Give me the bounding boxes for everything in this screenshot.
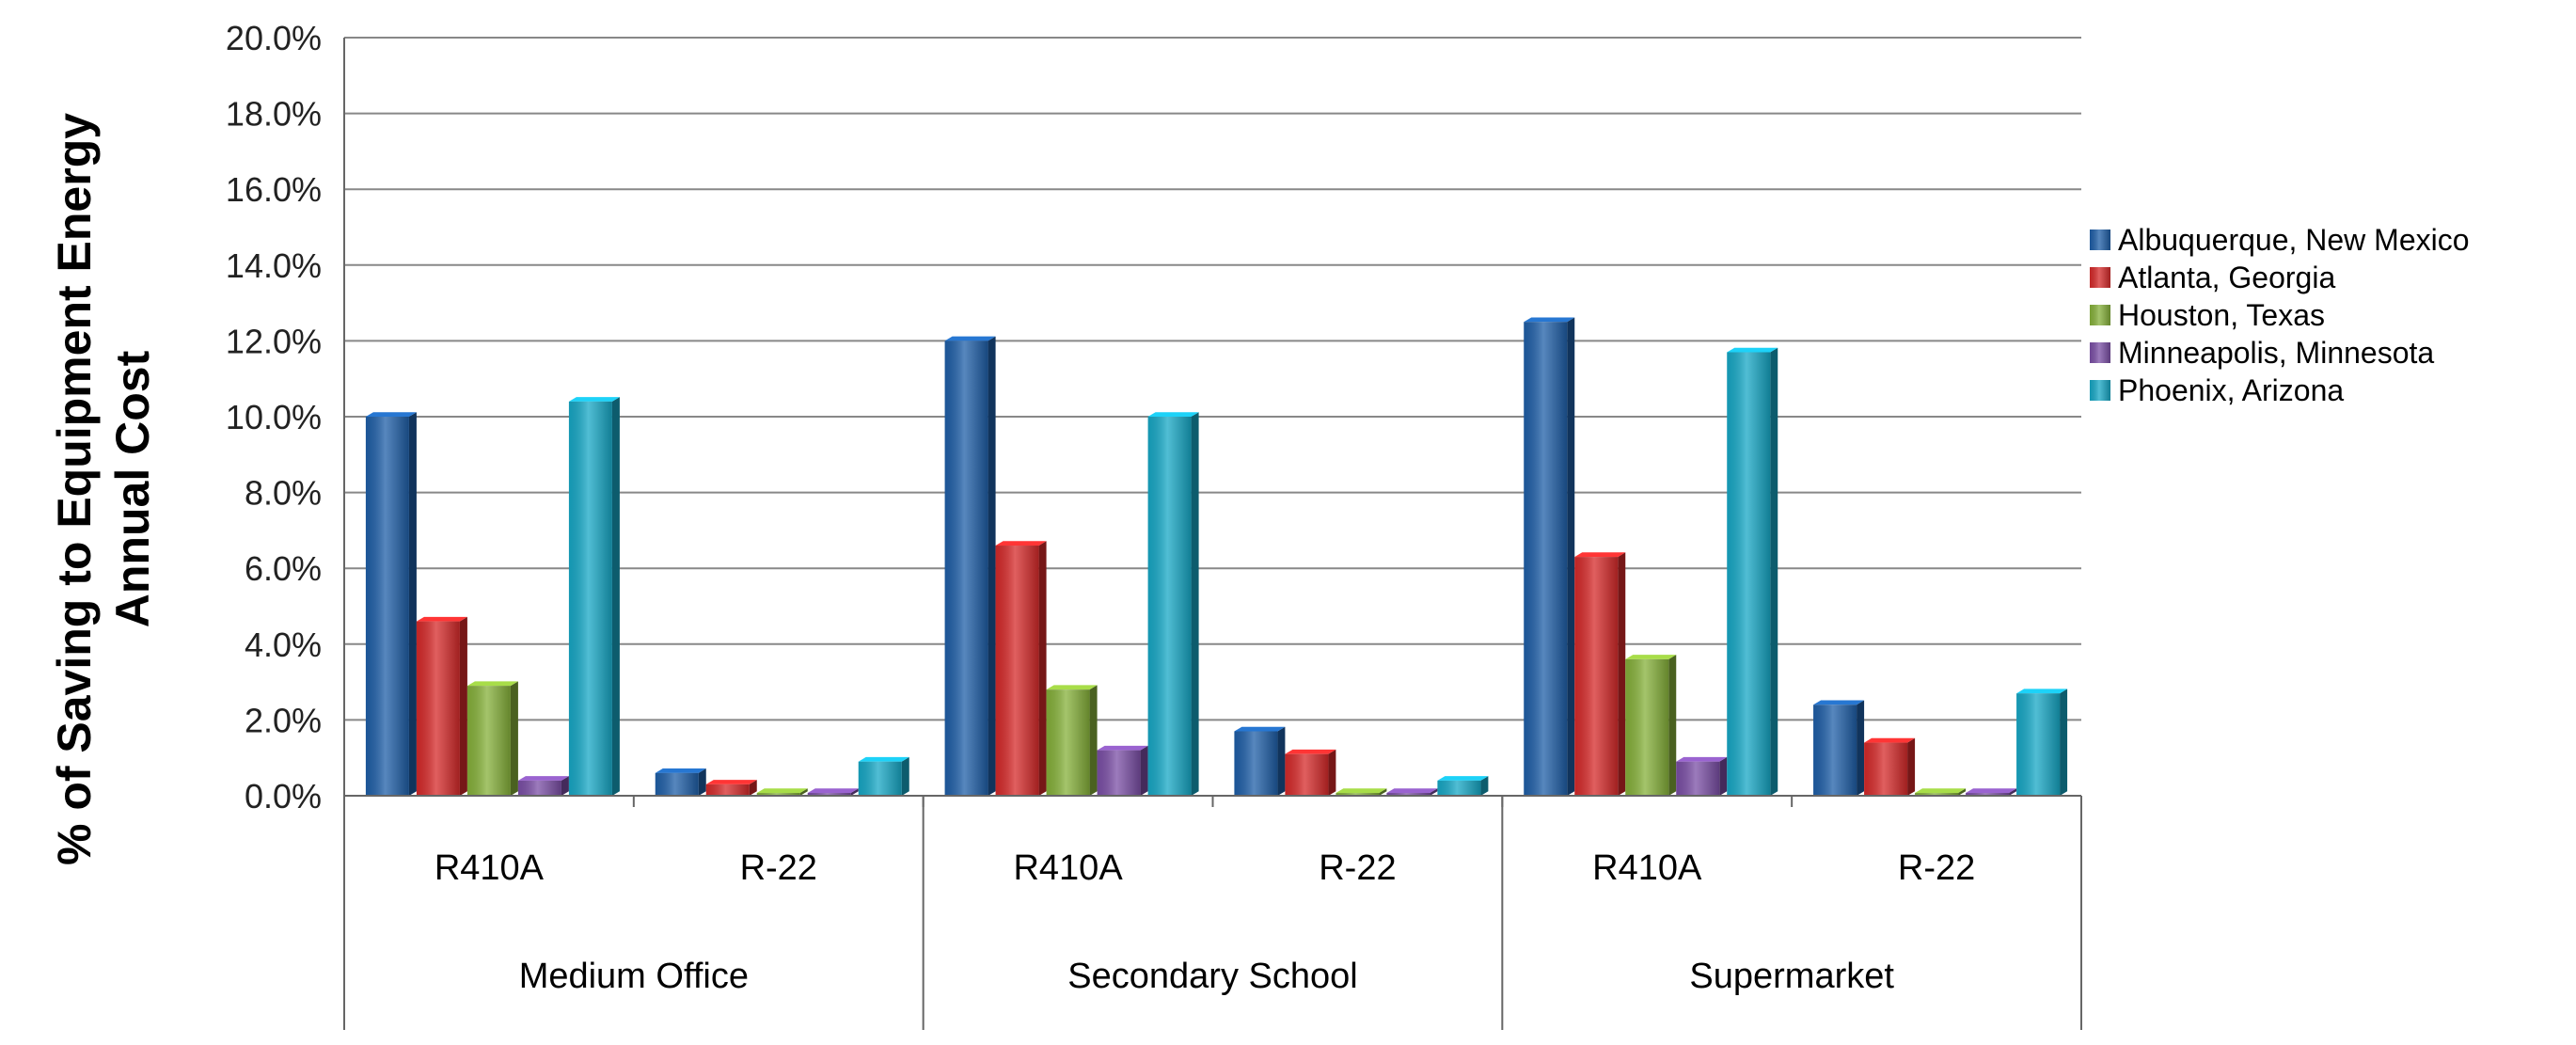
bar xyxy=(995,541,1047,796)
bar xyxy=(858,756,909,796)
bar xyxy=(1966,788,2017,796)
y-tick-label: 8.0% xyxy=(245,474,322,513)
y-tick-label: 0.0% xyxy=(245,777,322,815)
bar xyxy=(2016,689,2068,796)
bar xyxy=(944,336,996,796)
bar xyxy=(517,776,569,796)
bar xyxy=(756,788,808,796)
y-axis-title-line: % of Saving to Equipment Energy xyxy=(48,113,101,865)
bar xyxy=(1046,685,1098,796)
x-category-label: R410A xyxy=(1013,848,1123,888)
x-group-label: Medium Office xyxy=(519,957,749,996)
axes xyxy=(343,38,2082,1030)
x-category-label: R-22 xyxy=(1898,848,1975,888)
legend-item: Atlanta, Georgia xyxy=(2090,261,2335,294)
bar xyxy=(655,768,706,796)
y-tick-label: 14.0% xyxy=(226,246,322,285)
bar xyxy=(1915,788,1967,796)
legend-item: Minneapolis, Minnesota xyxy=(2090,336,2434,370)
y-tick-label: 16.0% xyxy=(226,170,322,209)
bar xyxy=(807,788,859,796)
y-tick-label: 2.0% xyxy=(245,701,322,739)
bar xyxy=(1234,726,1286,796)
bar xyxy=(466,681,518,796)
y-tick-label: 10.0% xyxy=(226,398,322,436)
legend: Albuquerque, New Mexico Atlanta, Georgia H… xyxy=(2090,223,2470,407)
gridlines xyxy=(344,37,2081,797)
bar xyxy=(568,397,620,796)
bar xyxy=(1386,788,1438,796)
legend-item: Phoenix, Arizona xyxy=(2090,373,2344,407)
legend-label: Atlanta, Georgia xyxy=(2118,261,2335,294)
legend-label: Albuquerque, New Mexico xyxy=(2118,223,2470,257)
legend-label: Minneapolis, Minnesota xyxy=(2118,336,2434,370)
legend-label: Houston, Texas xyxy=(2118,298,2325,332)
y-tick-labels: 0.0% 2.0% 4.0% 6.0% 8.0% 10.0% 12.0% 14.0% 16.0%… xyxy=(226,19,322,815)
x-category-label: R-22 xyxy=(740,848,817,888)
x-category-label: R410A xyxy=(1592,848,1702,888)
bar xyxy=(365,412,417,796)
y-axis-title-line: Annual Cost xyxy=(106,350,159,627)
y-tick-label: 4.0% xyxy=(245,625,322,664)
bar xyxy=(1813,700,1865,796)
bar xyxy=(1285,749,1336,796)
legend-label: Phoenix, Arizona xyxy=(2118,373,2344,407)
bars xyxy=(365,317,2068,796)
bar xyxy=(1676,756,1728,796)
bar xyxy=(1335,788,1387,796)
bar xyxy=(1147,412,1199,796)
bar xyxy=(705,780,757,796)
bar xyxy=(1625,655,1677,796)
y-tick-label: 18.0% xyxy=(226,95,322,134)
x-group-labels: Medium Office Secondary School Supermarket xyxy=(519,957,1895,996)
bar xyxy=(1574,552,1626,796)
y-axis-title: % of Saving to Equipment Energy Annual Co… xyxy=(48,113,159,865)
y-tick-label: 6.0% xyxy=(245,549,322,588)
bar xyxy=(416,616,467,796)
legend-item: Houston, Texas xyxy=(2090,298,2325,332)
x-category-label: R410A xyxy=(435,848,545,888)
x-category-labels: R410A R-22 R410A R-22 R410A R-22 xyxy=(435,848,1975,888)
x-group-label: Supermarket xyxy=(1689,957,1894,996)
x-category-label: R-22 xyxy=(1319,848,1396,888)
bar xyxy=(1864,737,1916,796)
legend-item: Albuquerque, New Mexico xyxy=(2090,223,2470,257)
bar xyxy=(1097,745,1148,796)
x-group-label: Secondary School xyxy=(1067,957,1357,996)
y-tick-label: 20.0% xyxy=(226,19,322,57)
bar xyxy=(1727,347,1778,796)
y-tick-label: 12.0% xyxy=(226,322,322,360)
bar xyxy=(1437,776,1489,796)
bar xyxy=(1524,317,1575,796)
